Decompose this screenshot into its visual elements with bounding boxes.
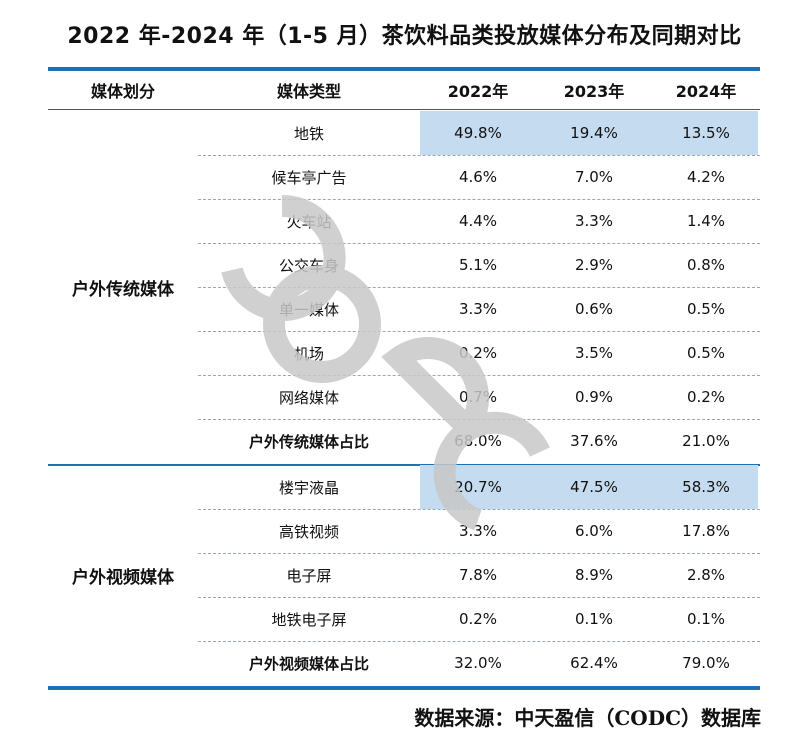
value-cell: 1.4% (686, 212, 726, 230)
media-type-label: 候车亭广告 (271, 168, 347, 187)
group-summary-label: 户外视频媒体占比 (248, 654, 369, 673)
summary-value-cell: 32.0% (454, 654, 502, 672)
value-cell: 4.2% (686, 168, 726, 186)
value-cell: 0.5% (686, 300, 726, 318)
value-cell: 19.4% (570, 124, 618, 142)
value-cell: 3.3% (458, 300, 498, 318)
value-cell: 0.7% (458, 388, 498, 406)
summary-value-cell: 21.0% (682, 432, 730, 450)
summary-value-cell: 37.6% (570, 432, 618, 450)
row-separator (198, 553, 760, 554)
media-type-label: 地铁 (293, 124, 324, 143)
value-cell: 3.3% (458, 522, 498, 540)
value-cell: 17.8% (682, 522, 730, 540)
media-type-label: 机场 (293, 344, 324, 363)
value-cell: 7.8% (458, 566, 498, 584)
media-type-label: 单一媒体 (278, 300, 339, 319)
row-separator (198, 597, 760, 598)
page-title: 2022 年-2024 年（1-5 月）茶饮料品类投放媒体分布及同期对比 (67, 24, 742, 49)
group-divider (48, 464, 760, 466)
value-cell: 0.9% (574, 388, 614, 406)
value-cell: 4.6% (458, 168, 498, 186)
value-cell: 0.8% (686, 256, 726, 274)
value-cell: 2.8% (686, 566, 726, 584)
value-cell: 3.5% (574, 344, 614, 362)
row-separator (198, 199, 760, 200)
top-rule (48, 67, 760, 71)
value-cell: 0.2% (458, 344, 498, 362)
value-cell: 4.4% (458, 212, 498, 230)
summary-value-cell: 79.0% (682, 654, 730, 672)
column-header: 2024年 (675, 82, 737, 101)
summary-value-cell: 62.4% (570, 654, 618, 672)
row-separator (198, 155, 760, 156)
value-cell: 20.7% (454, 478, 502, 496)
row-separator (198, 641, 760, 642)
value-cell: 7.0% (574, 168, 614, 186)
value-cell: 13.5% (682, 124, 730, 142)
value-cell: 0.2% (458, 610, 498, 628)
media-type-label: 网络媒体 (278, 388, 339, 407)
highlight-band (420, 111, 758, 155)
value-cell: 0.5% (686, 344, 726, 362)
media-type-label: 公交车身 (278, 256, 339, 275)
media-type-label: 电子屏 (286, 566, 332, 585)
value-cell: 0.1% (574, 610, 614, 628)
media-type-label: 火车站 (286, 212, 332, 231)
value-cell: 5.1% (458, 256, 498, 274)
value-cell: 3.3% (574, 212, 614, 230)
value-cell: 58.3% (682, 478, 730, 496)
media-type-label: 楼宇液晶 (278, 478, 339, 497)
column-header: 2023年 (563, 82, 625, 101)
header-rule (48, 109, 760, 110)
column-header: 媒体类型 (276, 82, 341, 101)
column-header: 媒体划分 (90, 82, 155, 101)
value-cell: 8.9% (574, 566, 614, 584)
value-cell: 49.8% (454, 124, 502, 142)
summary-value-cell: 68.0% (454, 432, 502, 450)
value-cell: 0.1% (686, 610, 726, 628)
column-header: 2022年 (447, 82, 509, 101)
value-cell: 47.5% (570, 478, 618, 496)
value-cell: 0.6% (574, 300, 614, 318)
data-source-note: 数据来源：中天盈信（CODC）数据库 (414, 706, 761, 730)
media-type-label: 高铁视频 (278, 522, 339, 541)
value-cell: 0.2% (686, 388, 726, 406)
value-cell: 2.9% (574, 256, 614, 274)
bottom-rule (48, 686, 760, 690)
media-type-label: 地铁电子屏 (271, 610, 347, 629)
row-separator (198, 243, 760, 244)
row-separator (198, 331, 760, 332)
group-summary-label: 户外传统媒体占比 (248, 432, 369, 451)
media-group-label: 户外视频媒体 (72, 567, 174, 588)
row-separator (198, 287, 760, 288)
value-cell: 6.0% (574, 522, 614, 540)
media-group-label: 户外传统媒体 (72, 279, 174, 300)
